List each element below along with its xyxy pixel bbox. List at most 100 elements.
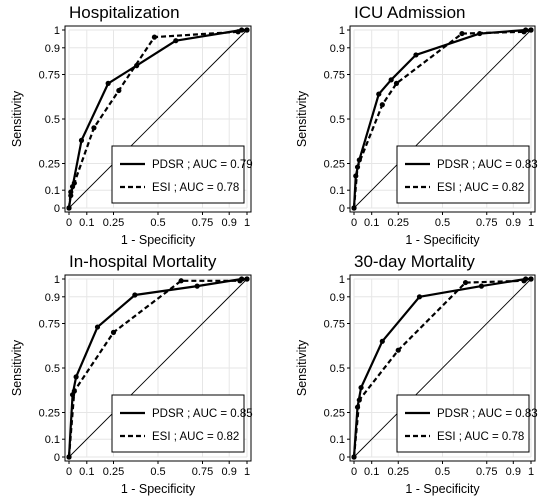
y-tick-label: 0.9: [330, 292, 345, 304]
x-tick-label: 1: [528, 217, 534, 229]
data-point: [521, 278, 527, 284]
y-tick-label: 1: [54, 25, 60, 37]
legend: PDSR ; AUC = 0.79 ESI ; AUC = 0.78: [111, 145, 253, 204]
x-tick-label: 0.25: [388, 217, 409, 229]
roc-panel-3: In-hospital Mortality 00 0.1 0.1 0.25 0.25 0.5…: [10, 252, 253, 496]
x-axis-title: 1 - Specificity: [121, 233, 196, 247]
series-esi: [351, 27, 534, 211]
x-tick-label: 0.1: [364, 217, 379, 229]
legend-label: ESI ; AUC = 0.82: [152, 431, 239, 443]
x-tick-label: 0.25: [103, 217, 124, 229]
data-point: [71, 388, 77, 394]
panel-title: Hospitalization: [69, 3, 180, 22]
reference-diagonal: [353, 29, 532, 209]
x-tick-label: 0.1: [79, 466, 94, 478]
x-tick-label: 0.1: [79, 217, 94, 229]
x-axis-title: 1 - Specificity: [121, 482, 196, 496]
data-point: [194, 283, 200, 289]
x-tick-label: 0.5: [150, 217, 165, 229]
legend-label: PDSR ; AUC = 0.85: [152, 408, 253, 420]
x-tick-label: 1: [244, 217, 250, 229]
x-tick-label: 0.5: [435, 466, 450, 478]
y-tick-label: 0.1: [330, 185, 345, 197]
series-esi: [66, 27, 250, 211]
data-point: [73, 374, 79, 380]
data-point: [235, 29, 241, 35]
x-tick-label: 0.5: [435, 217, 450, 229]
y-tick-label: 0.9: [45, 292, 60, 304]
data-point: [376, 91, 382, 97]
y-tick-label: 0: [339, 452, 345, 464]
series-esi: [351, 276, 534, 460]
legend-box: [396, 394, 530, 453]
data-point: [66, 205, 72, 211]
data-point: [358, 384, 364, 391]
y-tick-label: 0.5: [330, 114, 345, 126]
data-point: [132, 292, 138, 298]
data-point: [66, 454, 72, 460]
y-tick-label: 0.25: [39, 408, 60, 420]
data-point: [478, 283, 485, 289]
panel-title: In-hospital Mortality: [69, 252, 217, 271]
x-tick-label: 0.9: [506, 217, 521, 229]
y-tick-label: 0.75: [324, 70, 345, 82]
y-axis-title: Sensitivity: [10, 339, 24, 396]
x-tick-label: 0.75: [192, 217, 213, 229]
y-tick-label: 0.1: [45, 434, 60, 446]
x-tick-label: 0.9: [506, 466, 521, 478]
data-point: [356, 397, 362, 403]
data-point: [68, 189, 74, 195]
x-tick-label: 0: [351, 466, 357, 478]
data-point: [393, 80, 400, 86]
data-point: [94, 324, 101, 330]
data-point: [244, 276, 250, 282]
x-tick-label: 0: [66, 217, 72, 229]
reference-diagonal: [68, 278, 248, 458]
data-point: [116, 87, 122, 94]
y-tick-label: 0.75: [39, 319, 60, 331]
y-tick-label: 0: [339, 203, 345, 215]
x-axis-title: 1 - Specificity: [405, 482, 480, 496]
data-point: [462, 279, 469, 286]
axis-ticks: 00 0.1 0.1 0.25 0.25 0.5 0.5 0.75 0.75 0.9 0.9 1 1: [39, 274, 250, 478]
x-tick-label: 0: [66, 466, 72, 478]
legend-label: PDSR ; AUC = 0.79: [152, 159, 253, 171]
data-point: [71, 180, 77, 186]
data-point: [459, 30, 465, 37]
data-point: [237, 278, 243, 284]
legend: PDSR ; AUC = 0.83 ESI ; AUC = 0.82: [396, 145, 538, 204]
roc-panel-1: Hospitalization 00 0.1 0.1 0.25 0.25 0.5 0.5 0.7…: [10, 3, 253, 247]
data-point: [416, 294, 423, 300]
x-tick-label: 0.9: [222, 217, 237, 229]
legend-box: [111, 394, 245, 453]
data-point: [351, 205, 357, 211]
data-point: [110, 329, 117, 335]
data-point: [413, 52, 419, 58]
data-point: [379, 102, 385, 108]
data-point: [91, 125, 97, 131]
series-esi: [66, 276, 250, 460]
y-tick-label: 0.75: [324, 319, 345, 331]
y-tick-label: 0.25: [324, 159, 345, 171]
data-point: [379, 338, 385, 344]
y-tick-label: 0.9: [330, 43, 345, 55]
data-point: [244, 27, 250, 33]
y-tick-label: 0.1: [45, 185, 60, 197]
x-tick-label: 0.75: [192, 466, 213, 478]
legend-label: ESI ; AUC = 0.82: [437, 182, 524, 194]
x-tick-label: 0.25: [388, 466, 409, 478]
x-tick-label: 1: [528, 466, 534, 478]
legend: PDSR ; AUC = 0.85 ESI ; AUC = 0.82: [111, 394, 253, 453]
y-axis-title: Sensitivity: [295, 339, 309, 396]
data-point: [78, 137, 85, 143]
y-tick-label: 0.1: [330, 434, 345, 446]
data-point: [354, 164, 361, 170]
y-tick-label: 1: [54, 274, 60, 286]
axis-ticks: 00 0.1 0.1 0.25 0.25 0.5 0.5 0.75 0.75 0.9 0.9 1 1: [324, 274, 534, 478]
y-axis-title: Sensitivity: [295, 90, 309, 147]
x-tick-label: 0: [351, 217, 357, 229]
axis-ticks: 00 0.1 0.1 0.25 0.25 0.5 0.5 0.75 0.75 0.9 0.9 1 1: [324, 25, 534, 229]
reference-diagonal: [353, 278, 532, 458]
legend-box: [111, 145, 245, 204]
